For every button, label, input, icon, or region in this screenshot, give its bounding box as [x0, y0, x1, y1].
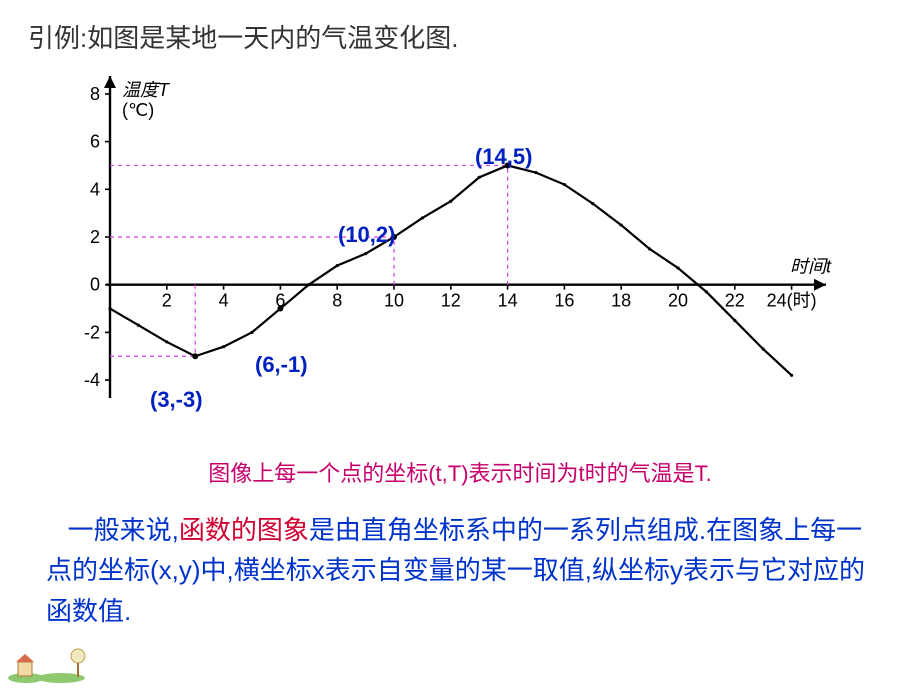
- svg-text:4: 4: [90, 179, 100, 199]
- footer-pre: 一般来说,: [68, 515, 179, 545]
- svg-text:14: 14: [498, 291, 518, 311]
- svg-text:2: 2: [162, 291, 172, 311]
- svg-text:6: 6: [90, 132, 100, 152]
- page-title: 引例:如图是某地一天内的气温变化图.: [28, 18, 458, 55]
- svg-text:10: 10: [384, 291, 404, 311]
- svg-text:22: 22: [725, 291, 745, 311]
- svg-text:8: 8: [90, 84, 100, 104]
- chart-caption: 图像上每一个点的坐标(t,T)表示时间为t时的气温是T.: [0, 456, 920, 488]
- decorative-illustration: [6, 644, 106, 684]
- svg-text:-4: -4: [84, 370, 100, 390]
- svg-text:(14,5): (14,5): [475, 144, 532, 169]
- svg-text:0: 0: [90, 275, 100, 295]
- svg-text:温度T: 温度T: [122, 80, 171, 100]
- temperature-chart: -4-22468024681012141618202224(时)温度T(℃)时间…: [60, 72, 840, 432]
- svg-text:(℃): (℃): [122, 100, 154, 120]
- title-prefix: 引例:: [28, 23, 87, 53]
- svg-text:(6,-1): (6,-1): [255, 352, 308, 377]
- svg-text:12: 12: [441, 291, 461, 311]
- svg-text:16: 16: [554, 291, 574, 311]
- footer-highlight: 函数的图象: [179, 515, 309, 545]
- title-text: 如图是某地一天内的气温变化图.: [87, 23, 458, 53]
- svg-text:4: 4: [219, 291, 229, 311]
- svg-text:24(时): 24(时): [767, 291, 817, 311]
- svg-text:2: 2: [90, 227, 100, 247]
- svg-text:20: 20: [668, 291, 688, 311]
- svg-text:(3,-3): (3,-3): [150, 387, 203, 412]
- svg-text:8: 8: [332, 291, 342, 311]
- svg-text:(10,2): (10,2): [338, 222, 395, 247]
- svg-text:18: 18: [611, 291, 631, 311]
- svg-text:时间t: 时间t: [790, 257, 832, 277]
- svg-text:-2: -2: [84, 322, 100, 342]
- chart-svg: -4-22468024681012141618202224(时)温度T(℃)时间…: [60, 72, 840, 432]
- footer-paragraph: 一般来说,函数的图象是由直角坐标系中的一系列点组成.在图象上每一点的坐标(x,y…: [46, 510, 880, 631]
